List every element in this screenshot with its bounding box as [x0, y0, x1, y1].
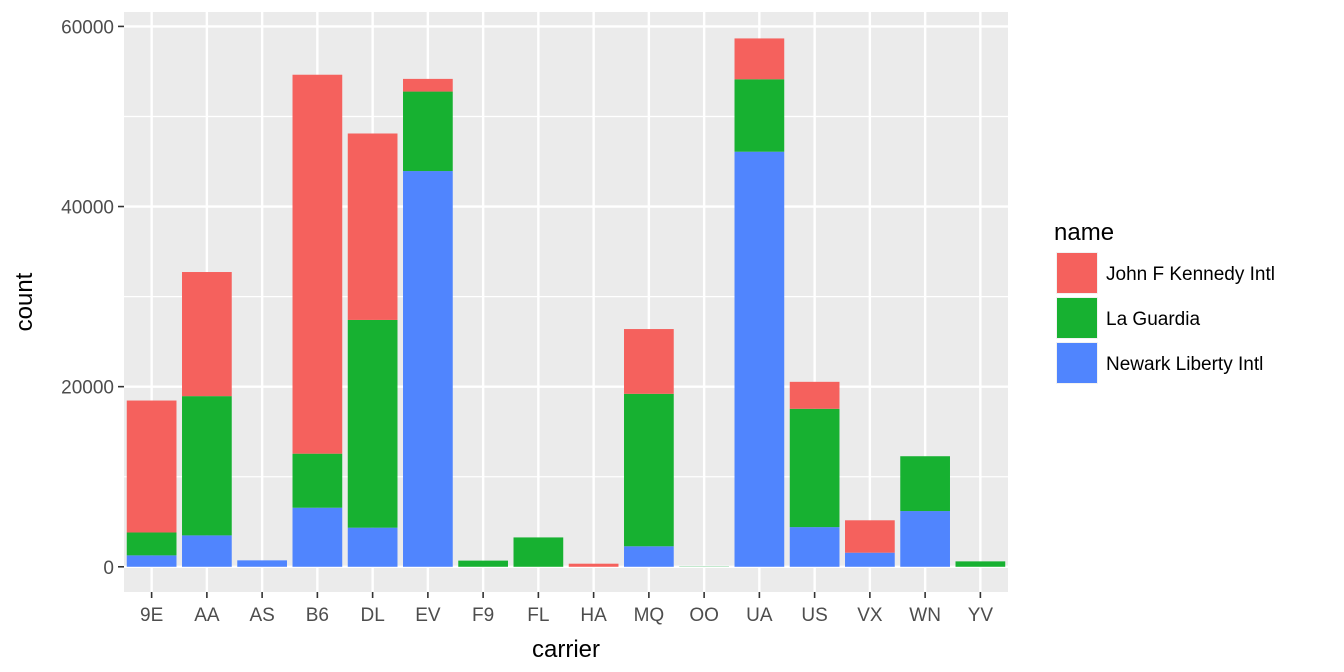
plot-panel [124, 12, 1008, 592]
bar-segment: HA / John F Kennedy Intl: 342 [568, 563, 619, 567]
bar-segment: UA / Newark Liberty Intl: 46087 [734, 151, 785, 567]
bar-segment: MQ / Newark Liberty Intl: 2276 [624, 546, 674, 567]
x-tick-label: B6 [306, 605, 329, 626]
x-tick-label: EV [415, 605, 441, 626]
x-tick-label: HA [580, 605, 607, 626]
x-tick-label: AA [194, 605, 220, 626]
x-tick-label: FL [527, 605, 549, 626]
x-tick-label: UA [746, 605, 773, 626]
bar-segment: 9E / John F Kennedy Intl: 14651 [126, 400, 177, 533]
bar-segment: B6 / La Guardia: 6002 [292, 453, 343, 508]
x-tick-label: 9E [140, 605, 163, 626]
bar-segment: EV / Newark Liberty Intl: 43939 [403, 171, 453, 567]
x-tick-label: MQ [634, 605, 665, 626]
y-axis-title: count [11, 272, 38, 331]
bar-segment: UA / La Guardia: 8044 [734, 79, 785, 152]
bar-segment: B6 / Newark Liberty Intl: 6557 [292, 507, 343, 567]
x-tick-label: OO [689, 605, 719, 626]
bar-segment: DL / John F Kennedy Intl: 20701 [347, 133, 398, 320]
legend-label: John F Kennedy Intl [1106, 264, 1275, 285]
x-axis: 9E AA AS B6 DL EV F9 FL HA MQ OO UA US VX WN YV [140, 592, 993, 626]
legend-label: Newark Liberty Intl [1106, 354, 1263, 375]
bar-segment: AA / Newark Liberty Intl: 3487 [182, 535, 232, 567]
legend-swatch [1057, 298, 1097, 338]
bar-segment: VX / Newark Liberty Intl: 1566 [845, 552, 895, 567]
bar-segment: EV / John F Kennedy Intl: 1408 [403, 78, 453, 92]
bar-segment: WN / Newark Liberty Intl: 6188 [900, 511, 950, 567]
bar-segment: YV / La Guardia: 601 [955, 561, 1006, 567]
x-axis-title: carrier [532, 636, 600, 663]
bar-segment: DL / La Guardia: 23067 [347, 319, 398, 528]
legend-swatch [1057, 253, 1097, 293]
minor-gridlines [124, 115, 1008, 478]
bar-segment: US / John F Kennedy Intl: 2995 [789, 381, 840, 409]
x-tick-label: YV [968, 605, 994, 626]
bar-segment: AS / Newark Liberty Intl: 714 [237, 560, 287, 567]
x-tick-label: US [801, 605, 827, 626]
bar-segment: US / Newark Liberty Intl: 4405 [789, 527, 840, 567]
legend: name John F Kennedy Intl La Guardia Newark… [1054, 219, 1275, 384]
y-tick-label: 20000 [61, 378, 114, 399]
bar-segment: MQ / John F Kennedy Intl: 7193 [624, 329, 674, 394]
y-axis: 0 20000 40000 60000 [61, 17, 124, 579]
x-tick-label: WN [909, 605, 941, 626]
bar-segment: VX / John F Kennedy Intl: 3596 [845, 520, 895, 553]
y-tick-label: 0 [103, 558, 114, 579]
bar-segment: US / La Guardia: 13136 [789, 408, 840, 528]
y-tick-label: 60000 [61, 17, 114, 38]
bar-segment: FL / La Guardia: 3260 [513, 537, 564, 567]
x-tick-label: AS [249, 605, 274, 626]
x-tick-label: DL [360, 605, 384, 626]
y-tick-label: 40000 [61, 198, 114, 219]
legend-label: La Guardia [1106, 309, 1200, 330]
bar-segment: AA / La Guardia: 15459 [182, 396, 232, 536]
bar-segment: WN / La Guardia: 6087 [900, 456, 950, 512]
bar-segment: 9E / La Guardia: 2541 [126, 532, 177, 556]
bar-segment: MQ / La Guardia: 16928 [624, 393, 674, 547]
bar-segment: 9E / Newark Liberty Intl: 1268 [126, 555, 177, 567]
bar-segment: AA / John F Kennedy Intl: 13783 [182, 272, 232, 397]
bar-segment: EV / La Guardia: 8826 [403, 91, 453, 172]
bar-segment: F9 / La Guardia: 685 [458, 560, 508, 567]
legend-swatch [1057, 343, 1097, 383]
legend-title: name [1054, 219, 1114, 246]
bar-segment: B6 / John F Kennedy Intl: 42076 [292, 74, 343, 454]
bars: 9E / Newark Liberty Intl: 12689E / La Gu… [126, 38, 1006, 567]
bar-segment: UA / John F Kennedy Intl: 4534 [734, 38, 785, 80]
bar-segment: DL / Newark Liberty Intl: 4342 [347, 527, 398, 567]
x-tick-label: VX [857, 605, 883, 626]
x-tick-label: F9 [472, 605, 494, 626]
